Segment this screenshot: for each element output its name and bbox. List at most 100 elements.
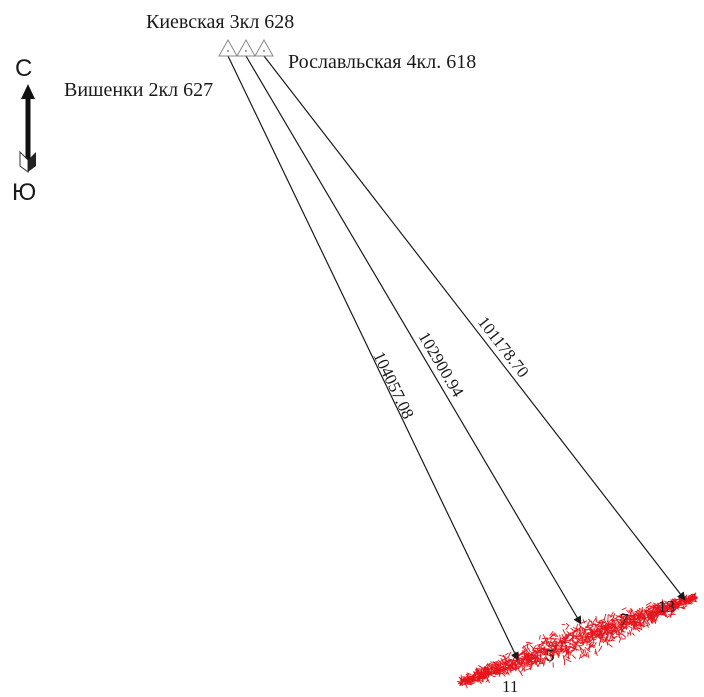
cluster-point [639,624,643,631]
cluster-point [530,660,533,665]
cluster-point [601,632,605,636]
cluster-point [656,606,660,611]
cluster-point [584,646,591,653]
cluster-point [487,663,491,668]
cluster-point [484,668,488,672]
cluster-point [615,618,624,622]
cluster-point [587,651,589,658]
cluster-point [645,613,653,616]
cluster-point [590,628,595,634]
cluster-point [587,618,592,623]
cluster-point [624,618,630,623]
cluster-point [621,607,627,611]
cluster-point [618,630,620,638]
cluster-point [611,619,618,622]
cluster-point [585,641,591,644]
station-markers [218,38,274,57]
cluster-point [621,612,628,616]
cluster-point [628,609,632,615]
cluster-point [652,617,657,622]
cluster-point [507,651,512,659]
station-triangle-icon [254,38,274,57]
cluster-point [659,601,667,605]
cluster-point [581,627,584,634]
compass-north-label: С [15,55,32,82]
cluster-point [573,635,580,638]
cluster-point [661,605,668,612]
cluster-point [572,628,581,632]
measurement-lines [227,55,686,661]
cluster-point [636,609,642,613]
cluster-point [620,627,627,631]
cluster-point [589,633,593,635]
cluster-point [519,670,523,677]
cluster-point [641,616,645,619]
cluster-point [576,644,581,646]
cluster-point [635,627,641,633]
cluster-point [622,614,631,618]
cluster-point [587,622,590,627]
cluster-point [631,618,633,627]
cluster-point [511,661,516,664]
cluster-point [463,678,470,683]
cluster-point [564,649,570,652]
cluster-point [477,668,480,672]
cluster-point [557,647,562,650]
cluster-point [481,670,485,673]
cluster-point [592,617,597,623]
cluster-point [690,596,698,602]
cluster-point [537,660,542,668]
cluster-point [613,615,620,620]
cluster-point [553,645,556,654]
cluster-point [585,628,592,631]
cluster-point [591,630,599,636]
cluster-point [553,641,562,644]
cluster-point [557,650,560,657]
line-to-point-13 [263,55,686,601]
cluster-point [486,668,490,677]
cluster-point [566,630,570,634]
cluster-point [666,604,669,613]
cluster-point [538,655,542,663]
cluster-point [519,662,528,665]
cluster-point [688,594,692,597]
cluster-point [593,641,597,648]
cluster-point [684,597,690,603]
cluster-point [580,649,584,655]
cluster-point [611,631,614,636]
cluster-point [635,620,641,624]
cluster-point [619,621,623,626]
cluster-point [565,641,572,644]
cluster-point [557,644,561,648]
cluster-point [581,638,587,646]
cluster-point [531,651,533,657]
cluster-point [565,622,569,627]
cluster-point [513,665,519,668]
cluster-point [626,624,633,629]
cluster-point [654,611,660,615]
cluster-point [597,631,604,638]
cluster-point [570,627,574,631]
cluster-point [477,677,484,683]
cluster-point [495,661,499,663]
cluster-point [523,650,526,658]
cluster-point [512,666,516,671]
cluster-point [690,595,696,599]
cluster-point [480,673,487,678]
cluster-point [504,658,512,663]
cluster-point [645,605,650,609]
cluster-point [630,615,638,621]
cluster-point [536,643,541,646]
cluster-point [593,627,598,635]
cluster-point [579,636,588,640]
cluster-point [581,654,586,657]
cluster-point [529,650,536,656]
cluster-point [598,640,601,647]
point-label-11: 11 [502,677,518,696]
cluster-point [607,623,613,626]
cluster-point [478,664,485,670]
cluster-point [515,660,521,666]
cluster-point [493,668,497,674]
cluster-point [602,623,606,630]
